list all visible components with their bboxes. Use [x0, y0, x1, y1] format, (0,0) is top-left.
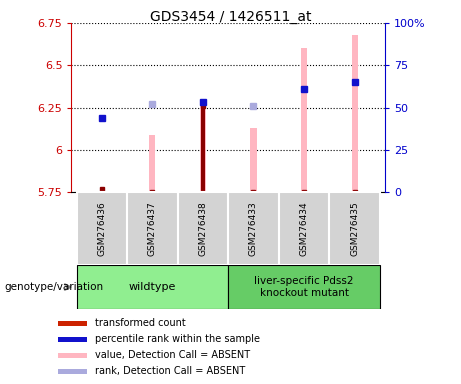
- Bar: [77, 265, 228, 309]
- Text: GSM276436: GSM276436: [97, 201, 106, 256]
- Text: liver-specific Pdss2
knockout mutant: liver-specific Pdss2 knockout mutant: [254, 276, 354, 298]
- Bar: [228, 192, 279, 265]
- Text: rank, Detection Call = ABSENT: rank, Detection Call = ABSENT: [95, 366, 245, 376]
- Text: genotype/variation: genotype/variation: [5, 282, 104, 292]
- Bar: [329, 192, 380, 265]
- Bar: [201, 106, 205, 192]
- Text: value, Detection Call = ABSENT: value, Detection Call = ABSENT: [95, 350, 250, 360]
- Text: GSM276435: GSM276435: [350, 201, 359, 256]
- Text: GDS3454 / 1426511_at: GDS3454 / 1426511_at: [150, 10, 311, 23]
- Text: GSM276433: GSM276433: [249, 201, 258, 256]
- Bar: [228, 265, 380, 309]
- Text: GSM276434: GSM276434: [300, 201, 308, 256]
- Bar: [58, 353, 87, 358]
- Bar: [250, 128, 256, 192]
- Text: transformed count: transformed count: [95, 318, 185, 328]
- Bar: [58, 369, 87, 374]
- Text: percentile rank within the sample: percentile rank within the sample: [95, 334, 260, 344]
- Bar: [149, 134, 155, 192]
- Bar: [58, 321, 87, 326]
- Bar: [352, 35, 358, 192]
- Bar: [127, 192, 177, 265]
- Bar: [77, 192, 127, 265]
- Bar: [279, 192, 329, 265]
- Bar: [177, 192, 228, 265]
- Text: GSM276437: GSM276437: [148, 201, 157, 256]
- Bar: [301, 48, 307, 192]
- Text: wildtype: wildtype: [129, 282, 176, 292]
- Text: GSM276438: GSM276438: [198, 201, 207, 256]
- Bar: [100, 189, 104, 192]
- Bar: [200, 106, 206, 192]
- Bar: [58, 337, 87, 342]
